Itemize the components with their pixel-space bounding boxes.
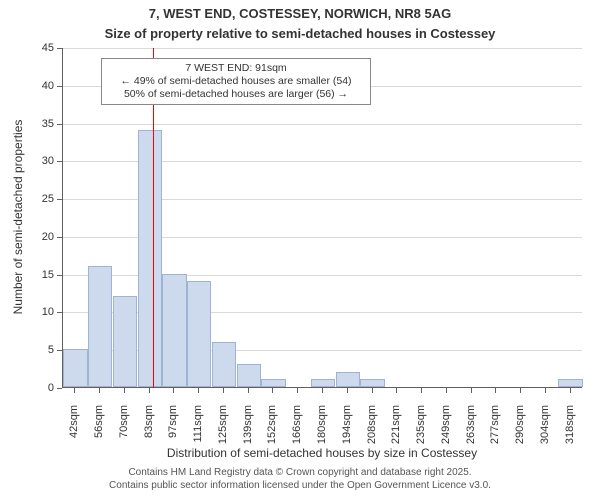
x-tick-label: 42sqm bbox=[68, 405, 80, 455]
y-tick-mark bbox=[57, 350, 62, 351]
histogram-bar bbox=[63, 349, 87, 387]
y-tick-mark bbox=[57, 388, 62, 389]
chart-root: 7, WEST END, COSTESSEY, NORWICH, NR8 5AG… bbox=[0, 0, 600, 500]
histogram-bar bbox=[113, 296, 137, 387]
y-tick-label: 15 bbox=[24, 269, 54, 281]
histogram-bar bbox=[162, 274, 186, 387]
y-tick-label: 20 bbox=[24, 231, 54, 243]
y-tick-label: 40 bbox=[24, 80, 54, 92]
x-tick-mark bbox=[471, 388, 472, 393]
histogram-bar bbox=[336, 372, 360, 387]
x-tick-label: 70sqm bbox=[118, 405, 130, 455]
x-tick-label: 221sqm bbox=[390, 405, 402, 455]
x-tick-mark bbox=[223, 388, 224, 393]
footer-line1: Contains HM Land Registry data © Crown c… bbox=[0, 466, 600, 479]
chart-title-line2: Size of property relative to semi-detach… bbox=[0, 26, 600, 41]
footer-line2: Contains public sector information licen… bbox=[0, 479, 600, 492]
x-tick-label: 111sqm bbox=[192, 405, 204, 455]
annotation-line3: 50% of semi-detached houses are larger (… bbox=[108, 88, 364, 101]
y-tick-label: 30 bbox=[24, 155, 54, 167]
y-tick-label: 5 bbox=[24, 344, 54, 356]
x-tick-mark bbox=[248, 388, 249, 393]
x-tick-label: 180sqm bbox=[316, 405, 328, 455]
plot-area: 7 WEST END: 91sqm← 49% of semi-detached … bbox=[62, 48, 582, 388]
annotation-line1: 7 WEST END: 91sqm bbox=[108, 62, 364, 75]
x-tick-label: 249sqm bbox=[440, 405, 452, 455]
x-tick-label: 277sqm bbox=[489, 405, 501, 455]
x-tick-mark bbox=[446, 388, 447, 393]
y-axis-title: Number of semi-detached properties bbox=[11, 47, 25, 387]
x-tick-label: 97sqm bbox=[167, 405, 179, 455]
histogram-bar bbox=[88, 266, 112, 387]
y-tick-mark bbox=[57, 161, 62, 162]
x-tick-label: 152sqm bbox=[266, 405, 278, 455]
histogram-bar bbox=[558, 379, 582, 387]
x-tick-label: 139sqm bbox=[242, 405, 254, 455]
x-tick-mark bbox=[272, 388, 273, 393]
footer-attribution: Contains HM Land Registry data © Crown c… bbox=[0, 466, 600, 492]
annotation-box: 7 WEST END: 91sqm← 49% of semi-detached … bbox=[101, 58, 371, 105]
x-tick-mark bbox=[322, 388, 323, 393]
x-tick-mark bbox=[297, 388, 298, 393]
histogram-bar bbox=[360, 379, 384, 387]
x-tick-mark bbox=[149, 388, 150, 393]
x-tick-mark bbox=[495, 388, 496, 393]
y-tick-label: 25 bbox=[24, 193, 54, 205]
x-tick-label: 290sqm bbox=[514, 405, 526, 455]
gridline bbox=[63, 124, 582, 125]
chart-title-line1: 7, WEST END, COSTESSEY, NORWICH, NR8 5AG bbox=[0, 6, 600, 21]
x-tick-mark bbox=[421, 388, 422, 393]
x-tick-mark bbox=[99, 388, 100, 393]
y-tick-label: 10 bbox=[24, 306, 54, 318]
x-tick-label: 56sqm bbox=[93, 405, 105, 455]
x-tick-mark bbox=[545, 388, 546, 393]
x-tick-mark bbox=[198, 388, 199, 393]
y-tick-mark bbox=[57, 86, 62, 87]
x-tick-mark bbox=[372, 388, 373, 393]
histogram-bar bbox=[187, 281, 211, 387]
y-tick-label: 0 bbox=[24, 382, 54, 394]
y-tick-label: 45 bbox=[24, 42, 54, 54]
histogram-bar bbox=[138, 130, 162, 387]
histogram-bar bbox=[237, 364, 261, 387]
x-tick-mark bbox=[74, 388, 75, 393]
x-tick-label: 208sqm bbox=[366, 405, 378, 455]
y-tick-mark bbox=[57, 312, 62, 313]
x-tick-mark bbox=[124, 388, 125, 393]
x-tick-label: 318sqm bbox=[564, 405, 576, 455]
y-tick-mark bbox=[57, 275, 62, 276]
x-tick-label: 235sqm bbox=[415, 405, 427, 455]
x-tick-mark bbox=[520, 388, 521, 393]
y-tick-mark bbox=[57, 237, 62, 238]
x-tick-label: 83sqm bbox=[143, 405, 155, 455]
y-tick-label: 35 bbox=[24, 118, 54, 130]
x-tick-label: 304sqm bbox=[539, 405, 551, 455]
y-tick-mark bbox=[57, 124, 62, 125]
x-tick-label: 263sqm bbox=[465, 405, 477, 455]
x-tick-mark bbox=[173, 388, 174, 393]
x-tick-mark bbox=[396, 388, 397, 393]
histogram-bar bbox=[311, 379, 335, 387]
annotation-line2: ← 49% of semi-detached houses are smalle… bbox=[108, 75, 364, 88]
x-tick-label: 166sqm bbox=[291, 405, 303, 455]
histogram-bar bbox=[212, 342, 236, 387]
y-tick-mark bbox=[57, 48, 62, 49]
x-tick-mark bbox=[570, 388, 571, 393]
x-tick-mark bbox=[347, 388, 348, 393]
x-tick-label: 194sqm bbox=[341, 405, 353, 455]
y-tick-mark bbox=[57, 199, 62, 200]
histogram-bar bbox=[261, 379, 285, 387]
x-tick-label: 125sqm bbox=[217, 405, 229, 455]
gridline bbox=[63, 48, 582, 49]
